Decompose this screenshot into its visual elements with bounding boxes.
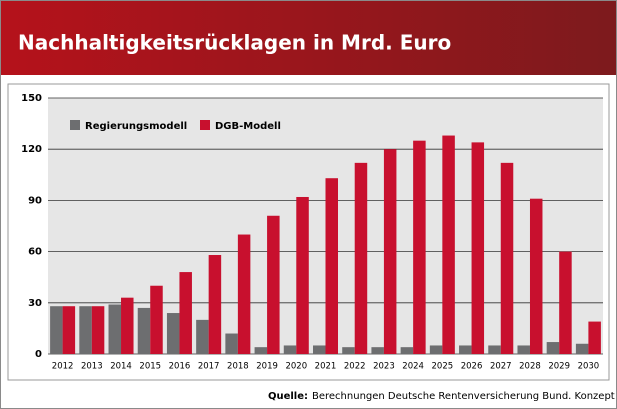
x-tick-label: 2013 <box>81 362 103 372</box>
bar <box>237 234 251 354</box>
bar <box>50 306 63 354</box>
legend-label: DGB-Modell <box>215 121 281 132</box>
x-tick-label: 2015 <box>139 362 161 372</box>
bar <box>325 178 338 354</box>
bar <box>196 319 209 354</box>
bar <box>91 306 105 354</box>
bar <box>62 306 76 354</box>
bar <box>400 347 414 354</box>
bar <box>471 142 485 354</box>
chart-title: Nachhaltigkeitsrücklagen in Mrd. Euro <box>18 31 451 55</box>
bar <box>267 215 280 354</box>
x-tick-label: 2023 <box>373 362 395 372</box>
bar <box>179 272 192 354</box>
bar <box>137 307 151 354</box>
bar <box>313 345 326 354</box>
bar <box>529 198 543 354</box>
bar <box>500 162 514 354</box>
bar <box>371 347 384 354</box>
x-tick-label: 2020 <box>285 362 307 372</box>
legend-swatch <box>200 120 210 130</box>
bar <box>108 304 122 354</box>
legend-label: Regierungsmodell <box>85 121 187 132</box>
y-tick-label: 30 <box>28 298 42 309</box>
bar <box>517 345 530 354</box>
bar <box>559 251 572 354</box>
bar <box>296 196 309 354</box>
x-tick-label: 2026 <box>461 362 483 372</box>
bar <box>354 162 368 354</box>
bar <box>225 333 238 354</box>
bar <box>283 345 297 354</box>
bar <box>413 140 426 354</box>
y-tick-label: 0 <box>35 349 42 360</box>
y-tick-label: 60 <box>28 247 42 258</box>
bar <box>429 345 443 354</box>
bar <box>575 343 589 354</box>
x-tick-label: 2030 <box>578 362 600 372</box>
x-tick-label: 2025 <box>432 362 454 372</box>
bar <box>442 135 455 354</box>
x-tick-label: 2024 <box>402 362 424 372</box>
bar <box>459 345 472 354</box>
source-text: Berechnungen Deutsche Rentenversicherung… <box>312 391 617 402</box>
bar <box>166 313 180 354</box>
header <box>1 1 616 75</box>
x-tick-label: 2017 <box>198 362 220 372</box>
x-tick-label: 2027 <box>490 362 512 372</box>
bar <box>121 297 134 354</box>
legend-swatch <box>70 120 80 130</box>
bar <box>383 149 397 354</box>
x-tick-label: 2018 <box>227 362 249 372</box>
y-tick-label: 150 <box>21 93 42 104</box>
y-tick-label: 120 <box>21 144 42 155</box>
bar <box>254 347 268 354</box>
y-tick-label: 90 <box>28 195 42 206</box>
bar <box>150 285 163 354</box>
x-tick-label: 2029 <box>548 362 570 372</box>
bar <box>546 342 560 354</box>
bar <box>488 345 501 354</box>
x-tick-label: 2014 <box>110 362 132 372</box>
x-tick-label: 2028 <box>519 362 541 372</box>
x-tick-label: 2012 <box>52 362 74 372</box>
x-tick-label: 2022 <box>344 362 366 372</box>
bar <box>79 306 92 354</box>
bar <box>208 255 222 354</box>
source-label: Quelle: <box>268 391 308 402</box>
x-tick-label: 2021 <box>315 362 337 372</box>
bar <box>342 347 355 354</box>
x-tick-label: 2016 <box>169 362 191 372</box>
x-tick-label: 2019 <box>256 362 278 372</box>
bar <box>588 321 601 354</box>
